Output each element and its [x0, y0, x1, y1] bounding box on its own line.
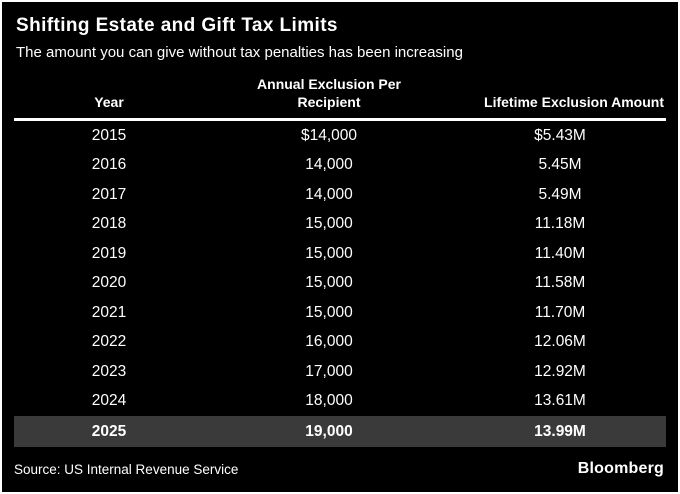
cell-annual-exclusion: 14,000 [305, 185, 353, 203]
table-row: 2021 15,000 11.70M [14, 298, 666, 328]
cell-annual-exclusion: 15,000 [305, 244, 353, 262]
cell-year: 2024 [91, 392, 127, 410]
table-row: 2019 15,000 11.40M [14, 239, 666, 269]
table-row: 2016 14,000 5.45M [14, 151, 666, 181]
cell-annual-exclusion: 15,000 [305, 215, 353, 233]
table-row: 2025 19,000 13.99M [14, 416, 666, 447]
col-header-lifetime-exclusion: Lifetime Exclusion Amount [484, 94, 664, 110]
table-row: 2022 16,000 12.06M [14, 328, 666, 358]
cell-year: 2019 [91, 244, 127, 262]
cell-annual-exclusion: $14,000 [300, 126, 358, 144]
cell-annual-exclusion: 18,000 [305, 392, 353, 410]
cell-lifetime-exclusion: 11.18M [534, 215, 586, 233]
source-label: Source: US Internal Revenue Service [14, 461, 239, 477]
chart-footer: Source: US Internal Revenue Service Bloo… [14, 460, 666, 478]
col-header-annual-exclusion: Annual Exclusion Per Recipient [204, 75, 454, 111]
cell-year: 2015 [91, 126, 127, 144]
cell-lifetime-exclusion: 5.49M [538, 185, 582, 203]
chart-subtitle: The amount you can give without tax pena… [16, 44, 463, 61]
bloomberg-logo: Bloomberg [577, 460, 664, 477]
table-row: 2015 $14,000 $5.43M [14, 121, 666, 151]
cell-annual-exclusion: 14,000 [305, 156, 353, 174]
table-body: 2015 $14,000 $5.43M 2016 14,000 5.45M 2017 14,0… [14, 121, 666, 447]
table-row: 2017 14,000 5.49M [14, 180, 666, 210]
cell-lifetime-exclusion: 11.40M [534, 244, 586, 262]
cell-lifetime-exclusion: 5.45M [538, 156, 582, 174]
cell-annual-exclusion: 17,000 [305, 362, 353, 380]
cell-year: 2025 [91, 422, 127, 440]
cell-lifetime-exclusion: $5.43M [534, 126, 586, 144]
cell-lifetime-exclusion: 12.92M [534, 362, 586, 380]
cell-annual-exclusion: 15,000 [305, 274, 353, 292]
table-row: 2020 15,000 11.58M [14, 269, 666, 299]
col-header-annual-exclusion-label: Annual Exclusion Per Recipient [257, 76, 401, 110]
table-header-row: Year Annual Exclusion Per Recipient Life… [14, 75, 666, 121]
table-row: 2024 18,000 13.61M [14, 387, 666, 417]
cell-annual-exclusion: 15,000 [305, 303, 353, 321]
col-header-year: Year [94, 94, 124, 110]
data-table: Year Annual Exclusion Per Recipient Life… [14, 75, 666, 447]
cell-year: 2021 [91, 303, 127, 321]
cell-lifetime-exclusion: 13.61M [534, 392, 586, 410]
cell-lifetime-exclusion: 12.06M [534, 333, 586, 351]
cell-lifetime-exclusion: 11.58M [534, 274, 586, 292]
cell-annual-exclusion: 19,000 [305, 422, 353, 440]
cell-lifetime-exclusion: 13.99M [534, 422, 586, 440]
cell-year: 2023 [91, 362, 127, 380]
cell-year: 2018 [91, 215, 127, 233]
cell-year: 2017 [91, 185, 127, 203]
cell-lifetime-exclusion: 11.70M [534, 303, 586, 321]
table-row: 2018 15,000 11.18M [14, 210, 666, 240]
chart-title: Shifting Estate and Gift Tax Limits [16, 15, 338, 36]
cell-year: 2020 [91, 274, 127, 292]
cell-annual-exclusion: 16,000 [305, 333, 353, 351]
table-row: 2023 17,000 12.92M [14, 357, 666, 387]
cell-year: 2016 [91, 156, 127, 174]
cell-year: 2022 [91, 333, 127, 351]
